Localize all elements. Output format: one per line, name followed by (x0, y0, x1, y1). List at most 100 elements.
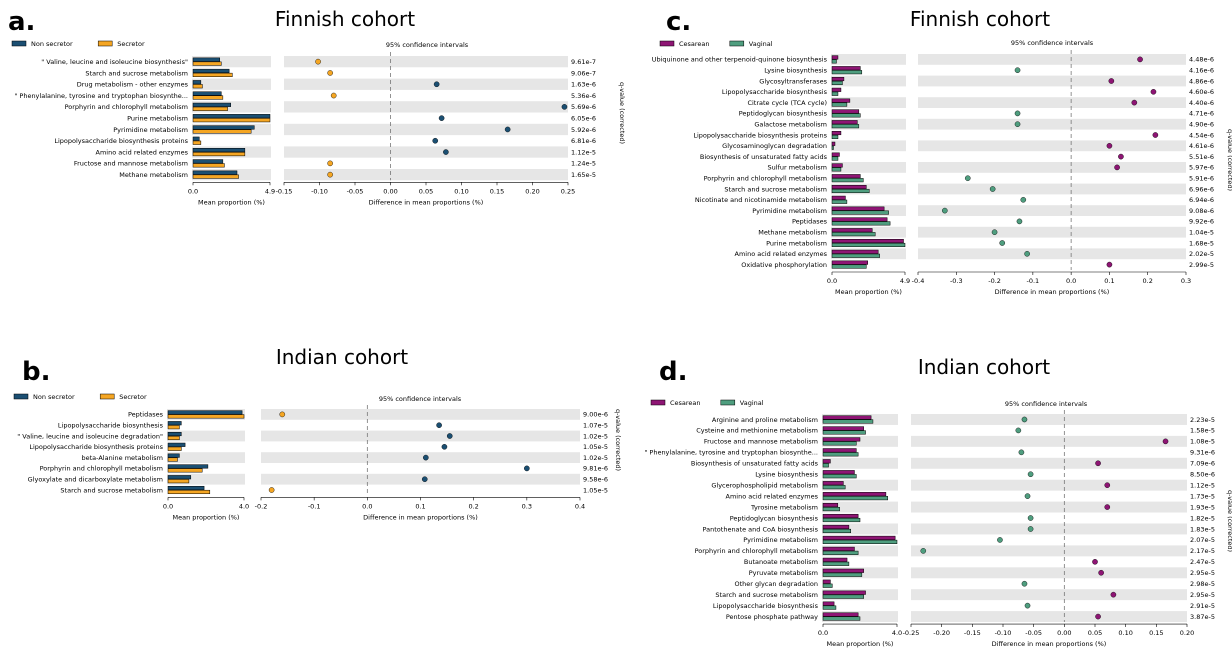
panel-d-diff-tick-label: 0.20 (1180, 629, 1194, 637)
panel-d-bar (822, 441, 857, 446)
panel-c-category-label: Glycosyltransferases (759, 77, 827, 85)
panel-d-row-band (911, 589, 1187, 601)
panel-d-diff-point (1110, 591, 1117, 598)
panel-d-bar (822, 513, 859, 519)
panel-a-legend-label: Non secretor (31, 40, 73, 48)
panel-c-diff-point (991, 229, 998, 235)
panel-b-bar (167, 425, 180, 430)
panel-a-bar (192, 91, 222, 96)
panel-b-bar (167, 431, 182, 437)
panel-c-category-label: Nicotinate and nicotinamide metabolism (695, 196, 827, 204)
panel-a-letter: a. (8, 7, 35, 37)
panel-d-q-value: 1.93e-5 (1190, 503, 1215, 511)
panel-c-bar (831, 130, 842, 136)
panel-b-row-band (167, 473, 245, 485)
panel-c-q-label: q-value (corrected) (1226, 129, 1232, 191)
panel-d-diff-point (1024, 602, 1031, 609)
panel-b-diff-point (423, 454, 429, 461)
panel-d-diff-tick-label: 0.10 (1118, 629, 1132, 637)
panel-d-category-label: Cysteine and methionine metabolism (696, 427, 818, 435)
panel-c-category-label: Purine metabolism (766, 239, 827, 247)
panel-a-bar (192, 174, 239, 179)
panel-d-bar (822, 605, 837, 610)
panel-c-bar (831, 76, 845, 82)
panel-c-q-value: 4.86e-6 (1189, 77, 1214, 85)
panel-d-bar (822, 601, 835, 606)
panel-a-q-value: 1.24e-5 (571, 160, 596, 168)
panel-d-category-label: Fructose and mannose metabolism (704, 438, 818, 446)
panel-d-q-value: 7.09e-6 (1190, 460, 1215, 468)
panel-c-row-band (918, 248, 1186, 260)
panel-a-category-label: Starch and sucrose metabolism (85, 69, 188, 77)
panel-d-legend-label: Vaginal (740, 399, 764, 407)
panel-c-category-label: Lysine biosynthesis (764, 67, 827, 75)
panel-b-bar (167, 453, 180, 458)
panel-b-bar-tick-label: 0.0 (163, 502, 173, 510)
panel-d-bar (822, 426, 864, 431)
panel-d-bar (822, 583, 833, 588)
panel-d-q-value: 2.91e-5 (1190, 602, 1215, 610)
panel-c-diff-point (1014, 121, 1021, 127)
panel-c-category-label: Amino acid related enzymes (735, 250, 828, 258)
panel-b-category-label: Glyoxylate and dicarboxylate metabolism (28, 476, 163, 484)
panel-d-diff-point (1098, 569, 1104, 576)
panel-d-q-value: 9.31e-6 (1190, 449, 1215, 457)
panel-b-bar (167, 468, 203, 473)
panel-c-diff-point (1137, 56, 1143, 63)
panel-c-q-value: 9.08e-6 (1189, 207, 1214, 215)
panel-d-q-value: 1.58e-5 (1190, 427, 1215, 435)
panel-d-bar-tick-label: 4.0 (892, 629, 902, 637)
panel-a-row-band (284, 101, 568, 113)
panel-c-bar (831, 221, 891, 226)
panel-d-ci-title: 95% confidence intervals (1005, 400, 1088, 408)
panel-a-q-value: 5.92e-6 (571, 126, 596, 134)
panel-c-bar (831, 134, 839, 140)
panel-d-bar (822, 430, 866, 435)
panel-b-bar (167, 457, 178, 462)
panel-a-category-label: Fructose and mannose metabolism (74, 160, 188, 168)
panel-c-bar (831, 91, 839, 96)
panel-d-diff-point (1018, 449, 1025, 456)
panel-b-diff-point (436, 422, 442, 429)
panel-c-category-label: Peptidoglycan biosynthesis (739, 110, 828, 118)
panel-a-row-band (192, 78, 271, 90)
panel-c-diff-tick-label: 0.0 (1066, 277, 1076, 285)
panel-c-diff-tick-label: -0.4 (912, 277, 925, 285)
panel-a-bar (192, 129, 252, 134)
panel-c-diff-tick-label: -0.2 (988, 277, 1001, 285)
panel-d-bar (822, 492, 887, 497)
panel-a-category-label: Drug metabolism - other enzymes (77, 81, 189, 89)
panel-c-bar (831, 87, 842, 92)
panel-c-row-band (918, 140, 1186, 152)
panel-d-row-band (911, 479, 1187, 491)
panel-a-diff-tick-label: 0.00 (383, 187, 397, 195)
panel-b-category-label: Lipopolysaccharide biosynthesis proteins (29, 443, 163, 451)
panel-d-bar (822, 470, 855, 475)
panel-b-bar (167, 410, 243, 415)
panel-c-category-label: Peptidases (792, 218, 828, 226)
panel-c-bar (831, 242, 906, 248)
panel-b-diff-tick-label: 0.1 (415, 502, 425, 510)
panel-d-category-label: Arginine and proline metabolism (712, 416, 818, 424)
panel-a-bar (192, 102, 231, 107)
panel-a-diff-point (504, 126, 511, 133)
panel-b-category-label: Porphyrin and chlorophyll metabolism (40, 465, 163, 473)
panel-a-category-label: Porphyrin and chlorophyll metabolism (65, 103, 188, 111)
panel-c-bar (831, 174, 861, 179)
panel-b-q-value: 9.58e-6 (583, 476, 608, 484)
panel-a-legend-label: Secretor (117, 40, 145, 48)
panel-a-category-label: Lipopolysaccharide biosynthesis proteins (54, 137, 188, 145)
panel-c-diff-point (1016, 218, 1023, 225)
panel-c-q-value: 4.40e-6 (1189, 99, 1214, 107)
panel-b-category-label: beta-Alanine metabolism (81, 454, 163, 462)
panel-c-row-band (918, 75, 1186, 87)
panel-a-bar (192, 140, 202, 145)
panel-a-bar (192, 106, 228, 111)
panel-d-bar (822, 481, 844, 486)
panel-b-legend-label: Secretor (119, 393, 147, 401)
panel-d-diff-point (1162, 438, 1169, 445)
panel-c-diff-point (1024, 250, 1030, 257)
panel-d-letter: d. (659, 357, 688, 387)
panel-d-bar (822, 579, 831, 584)
panel-c-q-value: 4.16e-6 (1189, 67, 1214, 75)
